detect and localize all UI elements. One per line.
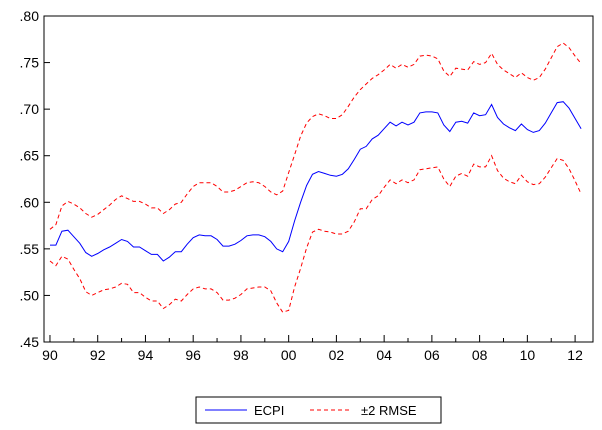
x-tick-label: 06 [424, 347, 440, 363]
y-tick-label: .50 [20, 287, 40, 303]
y-tick-label: .45 [20, 334, 40, 350]
series-line-lower-band [49, 154, 582, 313]
y-tick-label: .65 [20, 148, 40, 164]
x-tick-label: 08 [472, 347, 488, 363]
y-axis: .45 .50 .55 .60 .65 .70 .75 .80 [20, 8, 50, 350]
y-tick-label: .70 [20, 101, 40, 117]
x-tick-label: 02 [329, 347, 345, 363]
y-tick-label: .60 [20, 194, 40, 210]
legend-label-rmse: ±2 RMSE [361, 403, 417, 418]
x-tick-label: 04 [376, 347, 392, 363]
x-tick-label: 12 [567, 347, 583, 363]
x-tick-label: 00 [281, 347, 297, 363]
y-tick-label: .75 [20, 55, 40, 71]
x-tick-label: 10 [520, 347, 536, 363]
plot-frame [43, 15, 594, 343]
x-tick-label: 92 [90, 347, 106, 363]
x-tick-label: 90 [42, 347, 58, 363]
series-layer [49, 42, 582, 313]
y-tick-label: .55 [20, 241, 40, 257]
x-axis: 90 92 94 96 98 00 02 04 06 08 10 12 [42, 335, 583, 363]
y-tick-label: .80 [20, 8, 40, 24]
series-line-upper-band [49, 42, 582, 230]
legend-label-ecpi: ECPI [254, 403, 284, 418]
legend: ECPI ±2 RMSE [195, 396, 442, 424]
series-line-ecpi [50, 101, 582, 262]
x-tick-label: 98 [233, 347, 249, 363]
x-tick-label: 96 [185, 347, 201, 363]
x-tick-label: 94 [138, 347, 154, 363]
